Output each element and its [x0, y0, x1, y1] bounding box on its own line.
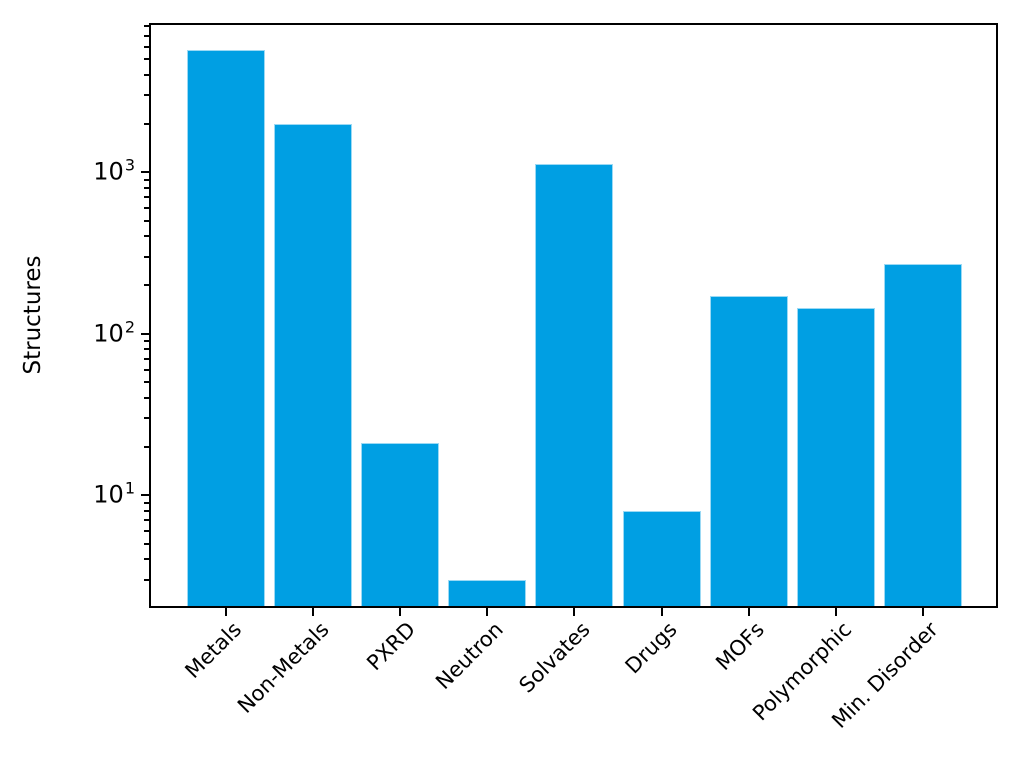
y-minor-tick-900 [144, 178, 149, 181]
x-tick-label-metals: Metals [180, 617, 247, 683]
x-tick-label-pxrd: PXRD [362, 617, 421, 676]
y-axis-title: Structures [20, 255, 46, 375]
bar-pxrd [361, 443, 440, 608]
y-minor-tick-80 [144, 348, 149, 351]
x-tick-drugs [660, 608, 663, 616]
bar-mofs [709, 296, 788, 608]
y-minor-tick-600 [144, 207, 149, 210]
top-spine [149, 23, 998, 25]
y-minor-tick-8000 [144, 25, 149, 28]
x-tick-mofs [747, 608, 750, 616]
y-minor-tick-60 [144, 368, 149, 371]
x-tick-label-non-metals: Non-Metals [232, 617, 334, 718]
y-minor-tick-4000 [144, 74, 149, 77]
y-tick-label-exponent: 2 [124, 317, 135, 337]
x-tick-label-neutron: Neutron [430, 617, 508, 695]
x-tick-solvates [573, 608, 576, 616]
y-tick-label-10e2: 102 [93, 317, 135, 348]
bar-drugs [622, 510, 701, 608]
y-minor-tick-90 [144, 340, 149, 343]
y-major-tick-10e1 [141, 494, 149, 497]
y-minor-tick-30 [144, 417, 149, 420]
bottom-spine [149, 606, 998, 608]
y-minor-tick-20 [144, 445, 149, 448]
y-tick-label-base: 10 [93, 319, 124, 348]
plot-area: Metals Non-Metals PXRD Neutron Solvates Drugs… [93, 23, 998, 733]
y-minor-tick-5 [144, 542, 149, 545]
y-major-tick-10e2 [141, 332, 149, 335]
bar-neutron [448, 579, 527, 608]
y-major-tick-10e3 [141, 171, 149, 174]
x-tick-label-solvates: Solvates [514, 617, 595, 698]
x-tick-pxrd [399, 608, 402, 616]
y-tick-label-base: 10 [93, 480, 124, 509]
y-minor-tick-400 [144, 235, 149, 238]
y-minor-tick-7000 [144, 34, 149, 37]
y-tick-label-10e1: 101 [93, 478, 135, 509]
x-tick-label-drugs: Drugs [620, 617, 682, 679]
y-minor-tick-300 [144, 255, 149, 258]
y-minor-tick-200 [144, 284, 149, 287]
y-minor-tick-6 [144, 529, 149, 532]
x-tick-neutron [486, 608, 489, 616]
y-tick-label-base: 10 [93, 157, 124, 186]
x-tick-label-mofs: MOFs [711, 617, 769, 676]
x-tick-min-disorder [921, 608, 924, 616]
x-tick-metals [225, 608, 227, 616]
y-minor-tick-2000 [144, 122, 149, 125]
bar-min-disorder [883, 264, 962, 608]
y-minor-tick-4 [144, 558, 149, 561]
bar-metals [187, 50, 265, 608]
left-spine [149, 23, 151, 608]
right-spine [996, 23, 998, 608]
y-minor-tick-3000 [144, 94, 149, 97]
y-minor-tick-8 [144, 509, 149, 512]
y-minor-tick-70 [144, 357, 149, 360]
bar-solvates [535, 163, 614, 608]
y-minor-tick-800 [144, 186, 149, 189]
y-minor-tick-9 [144, 501, 149, 504]
y-tick-label-exponent: 3 [124, 155, 135, 175]
y-minor-tick-500 [144, 219, 149, 222]
y-minor-tick-50 [144, 381, 149, 384]
x-tick-polymorphic [834, 608, 837, 616]
y-minor-tick-5000 [144, 58, 149, 61]
x-tick-non-metals [312, 608, 315, 616]
y-minor-tick-6000 [144, 45, 149, 48]
y-minor-tick-7 [144, 519, 149, 522]
bar-polymorphic [796, 307, 875, 608]
y-tick-label-10e3: 103 [93, 155, 135, 186]
y-tick-label-exponent: 1 [124, 478, 135, 498]
y-minor-tick-700 [144, 196, 149, 199]
bar-non-metals [274, 123, 353, 608]
y-minor-tick-3 [144, 578, 149, 581]
y-minor-tick-40 [144, 396, 149, 399]
